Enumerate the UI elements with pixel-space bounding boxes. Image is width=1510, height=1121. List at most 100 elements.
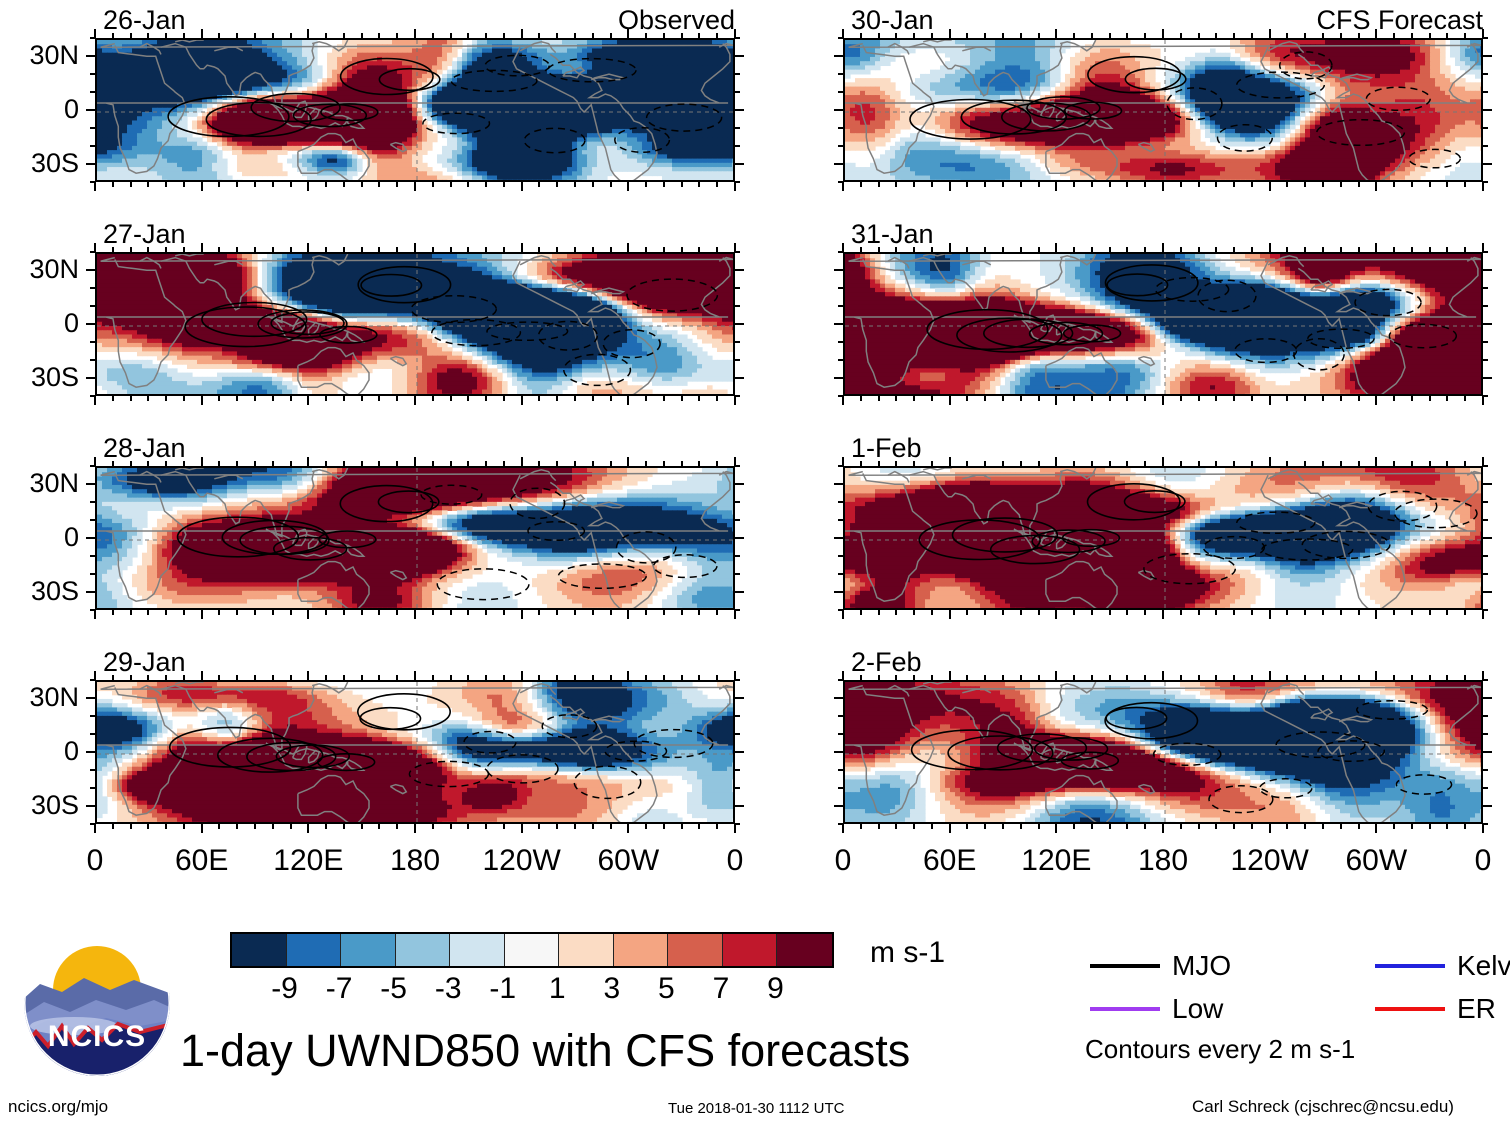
footer-site-link[interactable]: ncics.org/mjo xyxy=(8,1098,108,1115)
x-tick xyxy=(1250,610,1253,615)
x-tick xyxy=(200,610,203,619)
x-tick xyxy=(1410,461,1413,466)
y-tick xyxy=(838,823,843,825)
x-tick xyxy=(645,461,648,466)
x-tick xyxy=(360,824,363,829)
y-tick xyxy=(1483,127,1488,129)
x-tick xyxy=(538,675,541,680)
colorbar-segment xyxy=(232,934,287,966)
x-tick xyxy=(289,610,292,615)
x-tick xyxy=(716,182,719,187)
x-tick xyxy=(94,29,96,38)
y-tick xyxy=(735,751,744,753)
x-tick xyxy=(467,610,470,615)
x-tick xyxy=(1375,182,1378,191)
x-tick xyxy=(1322,33,1324,38)
x-tick xyxy=(930,675,933,680)
x-tick xyxy=(1428,610,1431,615)
x-tick xyxy=(913,461,916,466)
y-tick xyxy=(90,181,95,183)
x-tick xyxy=(325,396,328,401)
y-axis-tick-label: 30N xyxy=(0,684,79,711)
x-tick xyxy=(502,396,505,401)
x-tick xyxy=(609,824,612,829)
x-tick xyxy=(930,461,933,466)
y-tick xyxy=(735,733,740,735)
x-tick xyxy=(1375,824,1378,833)
x-tick xyxy=(680,247,683,252)
x-tick xyxy=(1339,33,1342,38)
x-tick xyxy=(502,824,505,829)
x-tick xyxy=(734,824,736,833)
x-tick xyxy=(1108,182,1111,187)
y-tick xyxy=(735,573,740,575)
y-tick xyxy=(735,251,740,253)
x-tick xyxy=(627,457,630,466)
x-tick xyxy=(502,247,505,252)
x-tick xyxy=(984,675,987,680)
y-axis-tick-label: 30S xyxy=(0,578,79,605)
x-tick xyxy=(734,29,736,38)
x-tick xyxy=(1446,33,1449,38)
x-tick xyxy=(378,182,381,187)
colorbar-tick-label: 5 xyxy=(626,974,706,1004)
x-tick xyxy=(1446,182,1449,187)
x-tick xyxy=(485,675,488,680)
x-tick xyxy=(948,610,951,619)
footer-timestamp: Tue 2018-01-30 1112 UTC xyxy=(668,1100,845,1117)
x-tick xyxy=(1464,33,1467,38)
x-tick xyxy=(1126,182,1129,187)
x-tick xyxy=(734,182,736,191)
x-tick xyxy=(574,33,576,38)
x-tick xyxy=(984,824,987,829)
x-tick xyxy=(485,396,488,401)
x-tick xyxy=(200,396,203,405)
colorbar-segment xyxy=(613,934,669,966)
y-tick xyxy=(735,609,740,611)
x-tick xyxy=(254,182,256,187)
x-tick xyxy=(520,457,523,466)
x-tick xyxy=(1090,675,1093,680)
x-tick xyxy=(913,610,916,615)
x-tick xyxy=(1304,396,1307,401)
y-tick xyxy=(90,145,95,147)
x-tick xyxy=(1073,396,1076,401)
x-tick xyxy=(1108,33,1111,38)
y-tick xyxy=(86,483,95,485)
x-tick xyxy=(520,182,523,191)
x-tick xyxy=(627,610,630,619)
x-tick xyxy=(698,247,701,252)
y-tick xyxy=(735,519,740,521)
y-tick xyxy=(86,163,95,165)
y-tick xyxy=(86,697,95,699)
y-tick xyxy=(1483,145,1488,147)
x-tick xyxy=(1446,461,1449,466)
x-tick xyxy=(1108,675,1111,680)
x-tick xyxy=(111,33,114,38)
colorbar-segment xyxy=(504,934,560,966)
y-tick xyxy=(834,537,843,539)
x-tick xyxy=(1286,461,1289,466)
x-tick xyxy=(734,457,736,466)
ncics-logo: NCICS xyxy=(22,928,172,1078)
x-tick xyxy=(431,396,434,401)
x-tick xyxy=(325,824,328,829)
x-tick xyxy=(1002,247,1004,252)
x-tick xyxy=(1339,675,1342,680)
x-tick xyxy=(538,610,541,615)
panel-date-label-31-jan: 31-Jan xyxy=(851,221,934,248)
x-tick xyxy=(325,247,328,252)
x-tick xyxy=(1482,182,1484,191)
x-tick xyxy=(1002,182,1004,187)
x-tick xyxy=(645,675,648,680)
x-tick xyxy=(556,247,559,252)
x-tick xyxy=(1446,675,1449,680)
x-tick xyxy=(877,610,880,615)
y-tick xyxy=(1483,697,1492,699)
panel-date-label-29-jan: 29-Jan xyxy=(103,649,186,676)
x-tick xyxy=(716,610,719,615)
x-tick xyxy=(1446,396,1449,401)
x-tick xyxy=(218,182,221,187)
x-tick xyxy=(556,396,559,401)
x-tick xyxy=(360,675,363,680)
